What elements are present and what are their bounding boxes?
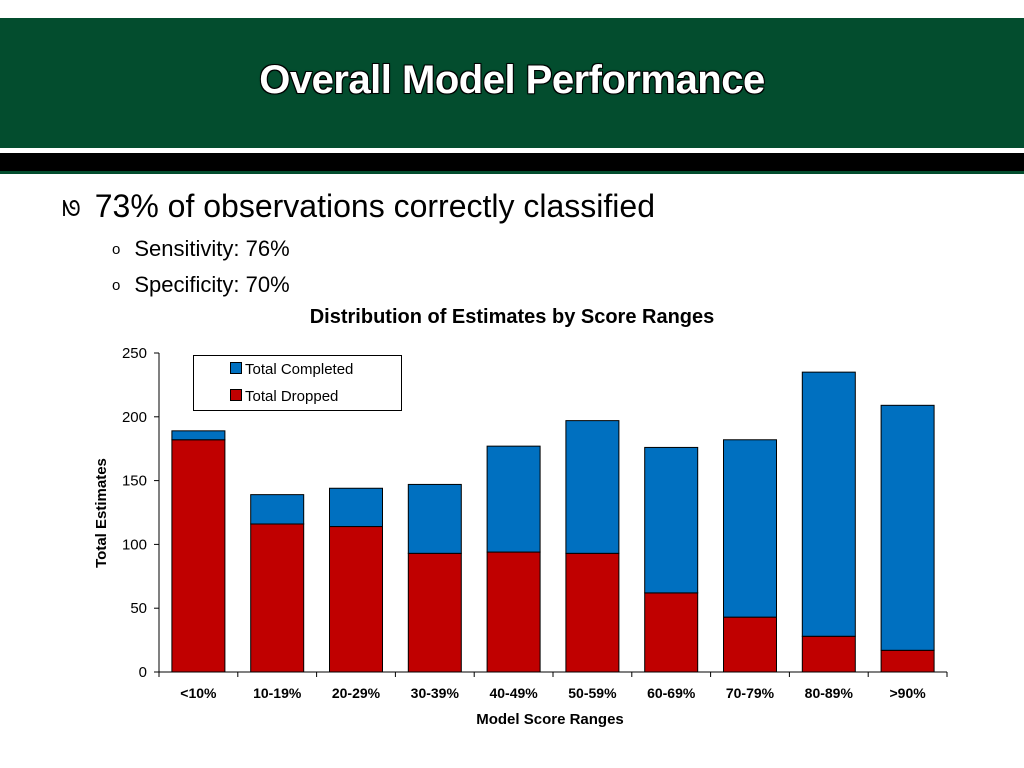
y-tick-label: 100 bbox=[122, 536, 147, 553]
bar-completed bbox=[407, 483, 462, 554]
bar-dropped bbox=[801, 635, 856, 673]
bullet-main: ᘚ 73% of observations correctly classifie… bbox=[62, 188, 655, 225]
x-axis-title: Model Score Ranges bbox=[476, 711, 624, 728]
x-tick-label: 50-59% bbox=[568, 685, 617, 701]
bar-dropped bbox=[644, 592, 699, 673]
title-banner bbox=[0, 18, 1024, 148]
y-axis-title: Total Estimates bbox=[93, 458, 110, 568]
chart-title: Distribution of Estimates by Score Range… bbox=[309, 306, 715, 328]
legend-swatch-completed bbox=[230, 362, 242, 374]
bullet-specificity-text: Specificity: 70% bbox=[134, 272, 290, 297]
bullet-circle-icon: o bbox=[112, 277, 121, 294]
bullet-specificity: o Specificity: 70% bbox=[112, 272, 290, 298]
bar-completed bbox=[644, 446, 699, 594]
y-tick-label: 250 bbox=[122, 345, 147, 362]
legend-item-completed: Total Completed bbox=[230, 361, 353, 378]
legend-item-dropped: Total Dropped bbox=[230, 388, 338, 405]
bar-completed bbox=[801, 371, 856, 637]
bar-dropped bbox=[171, 439, 226, 673]
bar-dropped bbox=[407, 552, 462, 673]
x-tick-label: 20-29% bbox=[332, 685, 381, 701]
x-tick-label: >90% bbox=[889, 685, 926, 701]
bar-dropped bbox=[723, 616, 777, 673]
bar-dropped bbox=[250, 523, 305, 673]
x-tick-label: <10% bbox=[180, 685, 217, 701]
bar-completed bbox=[329, 487, 383, 528]
y-tick-label: 0 bbox=[139, 664, 147, 681]
divider-accent bbox=[0, 171, 1024, 174]
bullet-main-text: 73% of observations correctly classified bbox=[94, 188, 655, 224]
bullet-circle-icon: o bbox=[112, 241, 121, 258]
y-tick-label: 150 bbox=[122, 473, 147, 490]
bar-completed bbox=[723, 439, 777, 618]
legend-label-completed: Total Completed bbox=[245, 361, 354, 378]
bar-dropped bbox=[880, 649, 935, 673]
bar-completed bbox=[171, 430, 226, 441]
bar-completed bbox=[250, 494, 305, 525]
slide-title: Overall Model Performance bbox=[259, 58, 765, 102]
x-tick-label: 80-89% bbox=[805, 685, 854, 701]
y-tick-label: 50 bbox=[130, 600, 147, 617]
bar-dropped bbox=[565, 552, 620, 673]
y-tick-label: 200 bbox=[122, 409, 147, 426]
bar-dropped bbox=[486, 551, 541, 673]
bar-dropped bbox=[329, 526, 383, 673]
x-tick-label: 30-39% bbox=[411, 685, 460, 701]
legend-swatch-dropped bbox=[230, 389, 242, 401]
divider-bar bbox=[0, 153, 1024, 171]
x-tick-label: 70-79% bbox=[726, 685, 775, 701]
x-tick-label: 40-49% bbox=[489, 685, 538, 701]
x-tick-label: 10-19% bbox=[253, 685, 302, 701]
bar-completed bbox=[565, 420, 620, 554]
bar-completed bbox=[486, 445, 541, 553]
bullet-sensitivity: o Sensitivity: 76% bbox=[112, 236, 290, 262]
legend-label-dropped: Total Dropped bbox=[245, 388, 339, 405]
bar-completed bbox=[880, 404, 935, 651]
chart-legend: Total Completed Total Dropped bbox=[193, 355, 402, 411]
x-tick-label: 60-69% bbox=[647, 685, 696, 701]
bullet-sensitivity-text: Sensitivity: 76% bbox=[134, 236, 290, 261]
bullet-glyph-icon: ᘚ bbox=[62, 195, 81, 221]
